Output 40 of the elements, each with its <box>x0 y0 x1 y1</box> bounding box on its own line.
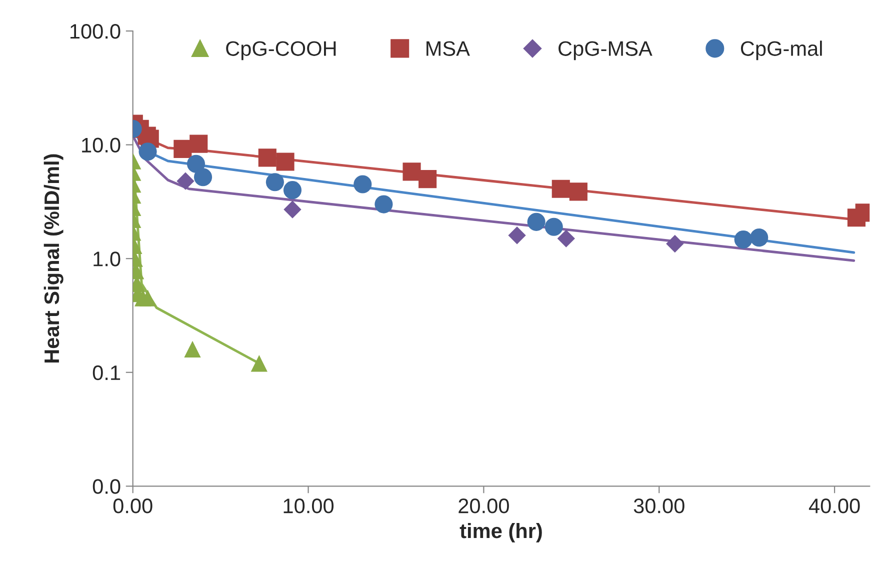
point <box>194 168 212 186</box>
point <box>418 170 437 188</box>
point <box>374 195 393 214</box>
point <box>666 234 684 253</box>
y-tick-label: 0.1 <box>92 365 120 380</box>
point <box>284 200 302 218</box>
point <box>552 180 570 198</box>
point <box>527 212 546 231</box>
legend-label: CpG-MSA <box>558 41 652 60</box>
x-tick-label: 0.00 <box>113 498 152 514</box>
point <box>176 172 194 190</box>
y-tick-label: 0.0 <box>92 479 120 494</box>
point <box>557 230 575 248</box>
point <box>174 140 192 158</box>
point <box>258 148 276 167</box>
point <box>402 162 421 181</box>
y-tick-label: 1.0 <box>94 252 120 266</box>
x-tick-label: 20.00 <box>458 498 509 514</box>
point <box>186 154 206 173</box>
point <box>138 142 157 161</box>
y-tick-label: 10.0 <box>82 138 120 153</box>
point <box>544 218 563 236</box>
y-tick-label: 100.0 <box>70 24 120 39</box>
point <box>266 173 284 192</box>
x-tick-label: 40.00 <box>808 498 860 514</box>
point <box>283 181 302 200</box>
point <box>190 134 208 153</box>
x-tick-label: 30.00 <box>634 498 684 514</box>
point <box>569 182 588 201</box>
y-axis-title: Heart Signal (%ID/ml) <box>44 154 64 363</box>
legend-label: CpG-mal <box>740 40 822 60</box>
point <box>734 230 752 249</box>
legend-label: CpG-COOH <box>226 41 336 60</box>
legend-label: MSA <box>426 41 470 56</box>
point <box>508 226 526 244</box>
x-tick-label: 10.00 <box>284 498 334 514</box>
point <box>276 152 294 171</box>
point <box>354 175 372 194</box>
point <box>750 228 768 247</box>
x-axis-title: time (hr) <box>460 522 542 542</box>
